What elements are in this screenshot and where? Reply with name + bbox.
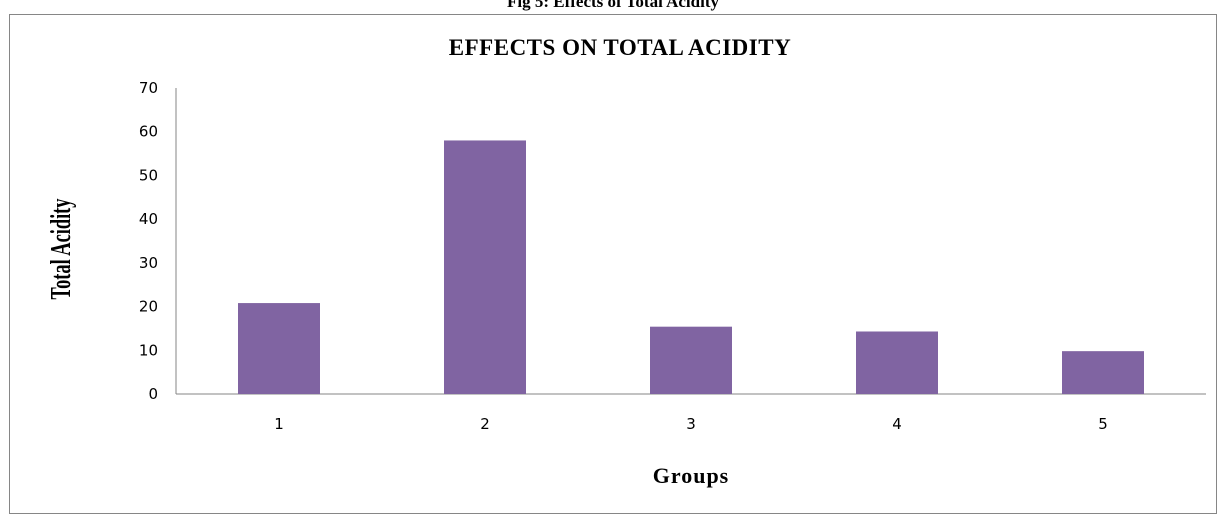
bars (238, 140, 1144, 394)
bar-chart: EFFECTS ON TOTAL ACIDITY 0 10 20 30 40 50 60 70… (45, 35, 1206, 488)
x-axis-title: Groups (653, 463, 730, 488)
x-tick-label: 2 (480, 415, 490, 433)
bar-group-1 (238, 303, 320, 394)
bar-group-2 (444, 140, 526, 394)
bar-group-3 (650, 326, 732, 394)
y-tick-label: 30 (139, 254, 158, 272)
x-tick-label: 5 (1098, 415, 1108, 433)
y-tick-label: 50 (139, 166, 158, 184)
y-axis-title: Total Acidity (45, 198, 77, 299)
y-tick-label: 60 (139, 123, 158, 141)
x-tick-label: 1 (274, 415, 284, 433)
y-tick-label: 0 (148, 385, 158, 403)
bar-group-5 (1062, 351, 1144, 394)
x-axis: 1 2 3 4 5 (176, 393, 1206, 433)
y-tick-label: 70 (139, 79, 158, 97)
x-tick-label: 4 (892, 415, 902, 433)
chart-area: EFFECTS ON TOTAL ACIDITY 0 10 20 30 40 50 60 70… (9, 14, 1217, 514)
y-tick-label: 40 (139, 210, 158, 228)
y-tick-label: 20 (139, 298, 158, 316)
figure-caption-text: Fig 5: Effects of Total Acidity (506, 0, 719, 11)
figure-caption: Fig 5: Effects of Total Acidity (0, 0, 1226, 12)
x-tick-label: 3 (686, 415, 696, 433)
bar-group-4 (856, 331, 938, 394)
y-axis: 0 10 20 30 40 50 60 70 (139, 79, 177, 403)
chart-title: EFFECTS ON TOTAL ACIDITY (449, 35, 791, 60)
y-tick-label: 10 (139, 341, 158, 359)
